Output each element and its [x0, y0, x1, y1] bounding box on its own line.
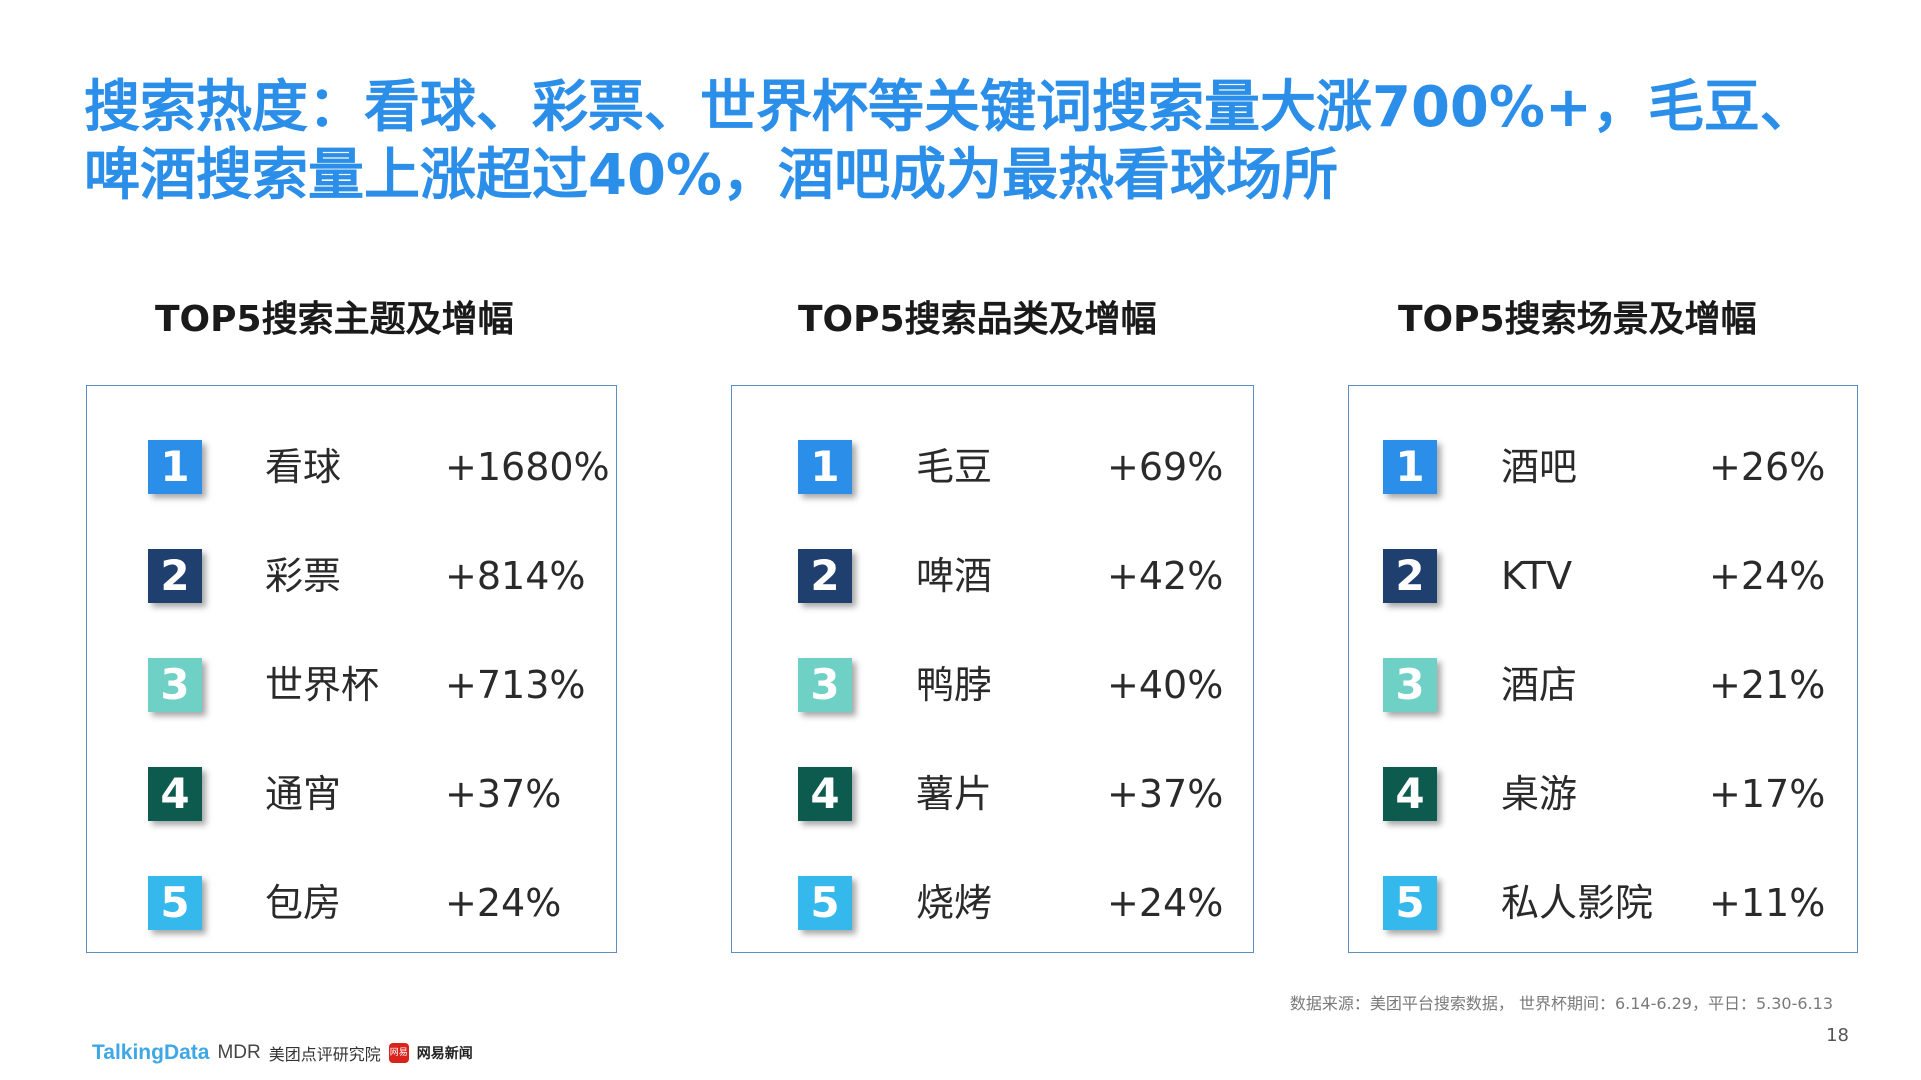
list-item: 1 毛豆 +69% — [732, 434, 1253, 498]
rank-badge: 5 — [1383, 876, 1437, 930]
page-title-line-1: 搜索热度：看球、彩票、世界杯等关键词搜索量大涨700%+，毛豆、 — [84, 75, 1816, 140]
panel-topics: 1 看球 +1680% 2 彩票 +814% 3 世界杯 +713% 4 通宵 … — [86, 385, 617, 953]
column-heading-topics: TOP5搜索主题及增幅 — [155, 299, 514, 340]
rank-badge: 4 — [148, 767, 202, 821]
rank-badge: 3 — [148, 658, 202, 712]
item-value: +42% — [1107, 554, 1224, 598]
talkingdata-logo: TalkingData — [92, 1041, 210, 1064]
rank-badge: 3 — [1383, 658, 1437, 712]
list-item: 5 包房 +24% — [87, 870, 616, 934]
item-value: +37% — [445, 772, 562, 816]
item-value: +11% — [1709, 881, 1826, 925]
item-value: +24% — [445, 881, 562, 925]
item-name: 毛豆 — [916, 445, 993, 489]
item-name: 包房 — [265, 881, 342, 925]
list-item: 4 桌游 +17% — [1349, 761, 1857, 825]
list-item: 1 看球 +1680% — [87, 434, 616, 498]
netease-logo-text: 网易新闻 — [416, 1046, 473, 1062]
rank-badge: 5 — [798, 876, 852, 930]
panel-scenes: 1 酒吧 +26% 2 KTV +24% 3 酒店 +21% 4 桌游 +17%… — [1348, 385, 1858, 953]
rank-badge: 2 — [798, 549, 852, 603]
item-value: +1680% — [445, 445, 610, 489]
panel-categories: 1 毛豆 +69% 2 啤酒 +42% 3 鸭脖 +40% 4 薯片 +37% … — [731, 385, 1254, 953]
list-item: 3 酒店 +21% — [1349, 652, 1857, 716]
rank-badge: 4 — [798, 767, 852, 821]
item-value: +713% — [445, 663, 586, 707]
page-number: 18 — [1826, 1025, 1849, 1046]
item-value: +26% — [1709, 445, 1826, 489]
list-item: 3 世界杯 +713% — [87, 652, 616, 716]
mdr-logo-text: 美团点评研究院 — [268, 1045, 381, 1064]
list-item: 5 私人影院 +11% — [1349, 870, 1857, 934]
list-item: 1 酒吧 +26% — [1349, 434, 1857, 498]
rank-badge: 2 — [148, 549, 202, 603]
item-name: 烧烤 — [916, 881, 993, 925]
footer-logos: TalkingData MDR 美团点评研究院 网易 网易新闻 — [92, 1038, 473, 1068]
item-name: 薯片 — [916, 772, 993, 816]
item-value: +40% — [1107, 663, 1224, 707]
list-item: 3 鸭脖 +40% — [732, 652, 1253, 716]
item-name: 桌游 — [1501, 772, 1578, 816]
item-name: 酒吧 — [1501, 445, 1578, 489]
rank-badge: 5 — [148, 876, 202, 930]
item-value: +24% — [1709, 554, 1826, 598]
list-item: 4 通宵 +37% — [87, 761, 616, 825]
rank-badge: 1 — [798, 440, 852, 494]
column-heading-scenes: TOP5搜索场景及增幅 — [1398, 299, 1757, 340]
item-name: 看球 — [265, 445, 342, 489]
page-title: 搜索热度：看球、彩票、世界杯等关键词搜索量大涨700%+，毛豆、 啤酒搜索量上涨… — [84, 74, 1864, 210]
item-name: 酒店 — [1501, 663, 1578, 707]
item-value: +814% — [445, 554, 586, 598]
item-value: +21% — [1709, 663, 1826, 707]
list-item: 2 啤酒 +42% — [732, 543, 1253, 607]
mdr-logo: MDR — [217, 1042, 261, 1063]
item-name: 通宵 — [265, 772, 342, 816]
item-value: +17% — [1709, 772, 1826, 816]
list-item: 2 彩票 +814% — [87, 543, 616, 607]
list-item: 4 薯片 +37% — [732, 761, 1253, 825]
list-item: 2 KTV +24% — [1349, 543, 1857, 607]
netease-logo-icon: 网易 — [388, 1043, 409, 1063]
data-source-note: 数据来源：美团平台搜索数据， 世界杯期间：6.14-6.29，平日：5.30-6… — [1289, 994, 1833, 1013]
list-item: 5 烧烤 +24% — [732, 870, 1253, 934]
rank-badge: 2 — [1383, 549, 1437, 603]
rank-badge: 4 — [1383, 767, 1437, 821]
item-name: 鸭脖 — [916, 663, 993, 707]
item-name: 啤酒 — [916, 554, 993, 598]
rank-badge: 1 — [1383, 440, 1437, 494]
rank-badge: 1 — [148, 440, 202, 494]
item-name: 私人影院 — [1501, 881, 1654, 925]
item-value: +37% — [1107, 772, 1224, 816]
item-name: KTV — [1501, 554, 1573, 598]
item-value: +69% — [1107, 445, 1224, 489]
item-value: +24% — [1107, 881, 1224, 925]
page-title-line-2: 啤酒搜索量上涨超过40%，酒吧成为最热看球场所 — [84, 143, 1339, 208]
rank-badge: 3 — [798, 658, 852, 712]
item-name: 彩票 — [265, 554, 342, 598]
item-name: 世界杯 — [265, 663, 380, 707]
column-heading-categories: TOP5搜索品类及增幅 — [798, 299, 1157, 340]
